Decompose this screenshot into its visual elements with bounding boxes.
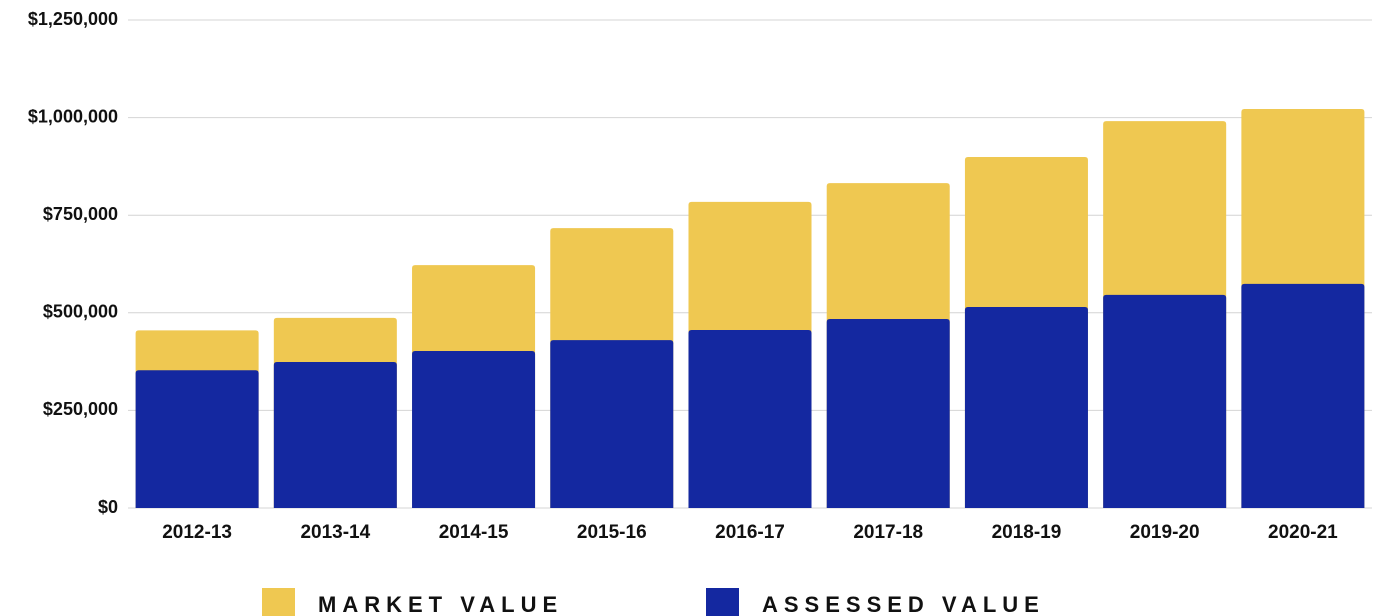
x-tick-label: 2018-19	[992, 522, 1062, 543]
y-tick-label: $500,000	[43, 302, 118, 322]
bar	[1241, 283, 1365, 508]
legend-swatch	[706, 588, 739, 616]
y-tick-label: $1,250,000	[28, 9, 118, 29]
x-tick-label: 2016-17	[715, 522, 785, 543]
x-tick-label: 2014-15	[439, 522, 509, 543]
y-tick-label: $1,000,000	[28, 106, 118, 126]
x-tick-label: 2019-20	[1130, 522, 1200, 543]
bar	[826, 319, 950, 508]
bar	[273, 361, 397, 508]
x-tick-label: 2013-14	[300, 522, 370, 543]
bar	[964, 306, 1088, 508]
bar	[688, 329, 812, 508]
x-tick-label: 2012-13	[162, 522, 232, 543]
y-tick-label: $750,000	[43, 204, 118, 224]
bar	[1103, 294, 1227, 508]
y-tick-label: $0	[98, 497, 118, 517]
y-tick-label: $250,000	[43, 399, 118, 419]
x-tick-label: 2017-18	[853, 522, 923, 543]
x-tick-label: 2020-21	[1268, 522, 1338, 543]
bar	[412, 351, 536, 508]
bar	[135, 370, 259, 508]
x-tick-label: 2015-16	[577, 522, 647, 543]
legend-swatch	[262, 588, 295, 616]
bar	[550, 340, 674, 508]
legend-label: ASSESSED VALUE	[762, 592, 1045, 616]
legend-label: MARKET VALUE	[318, 592, 563, 616]
